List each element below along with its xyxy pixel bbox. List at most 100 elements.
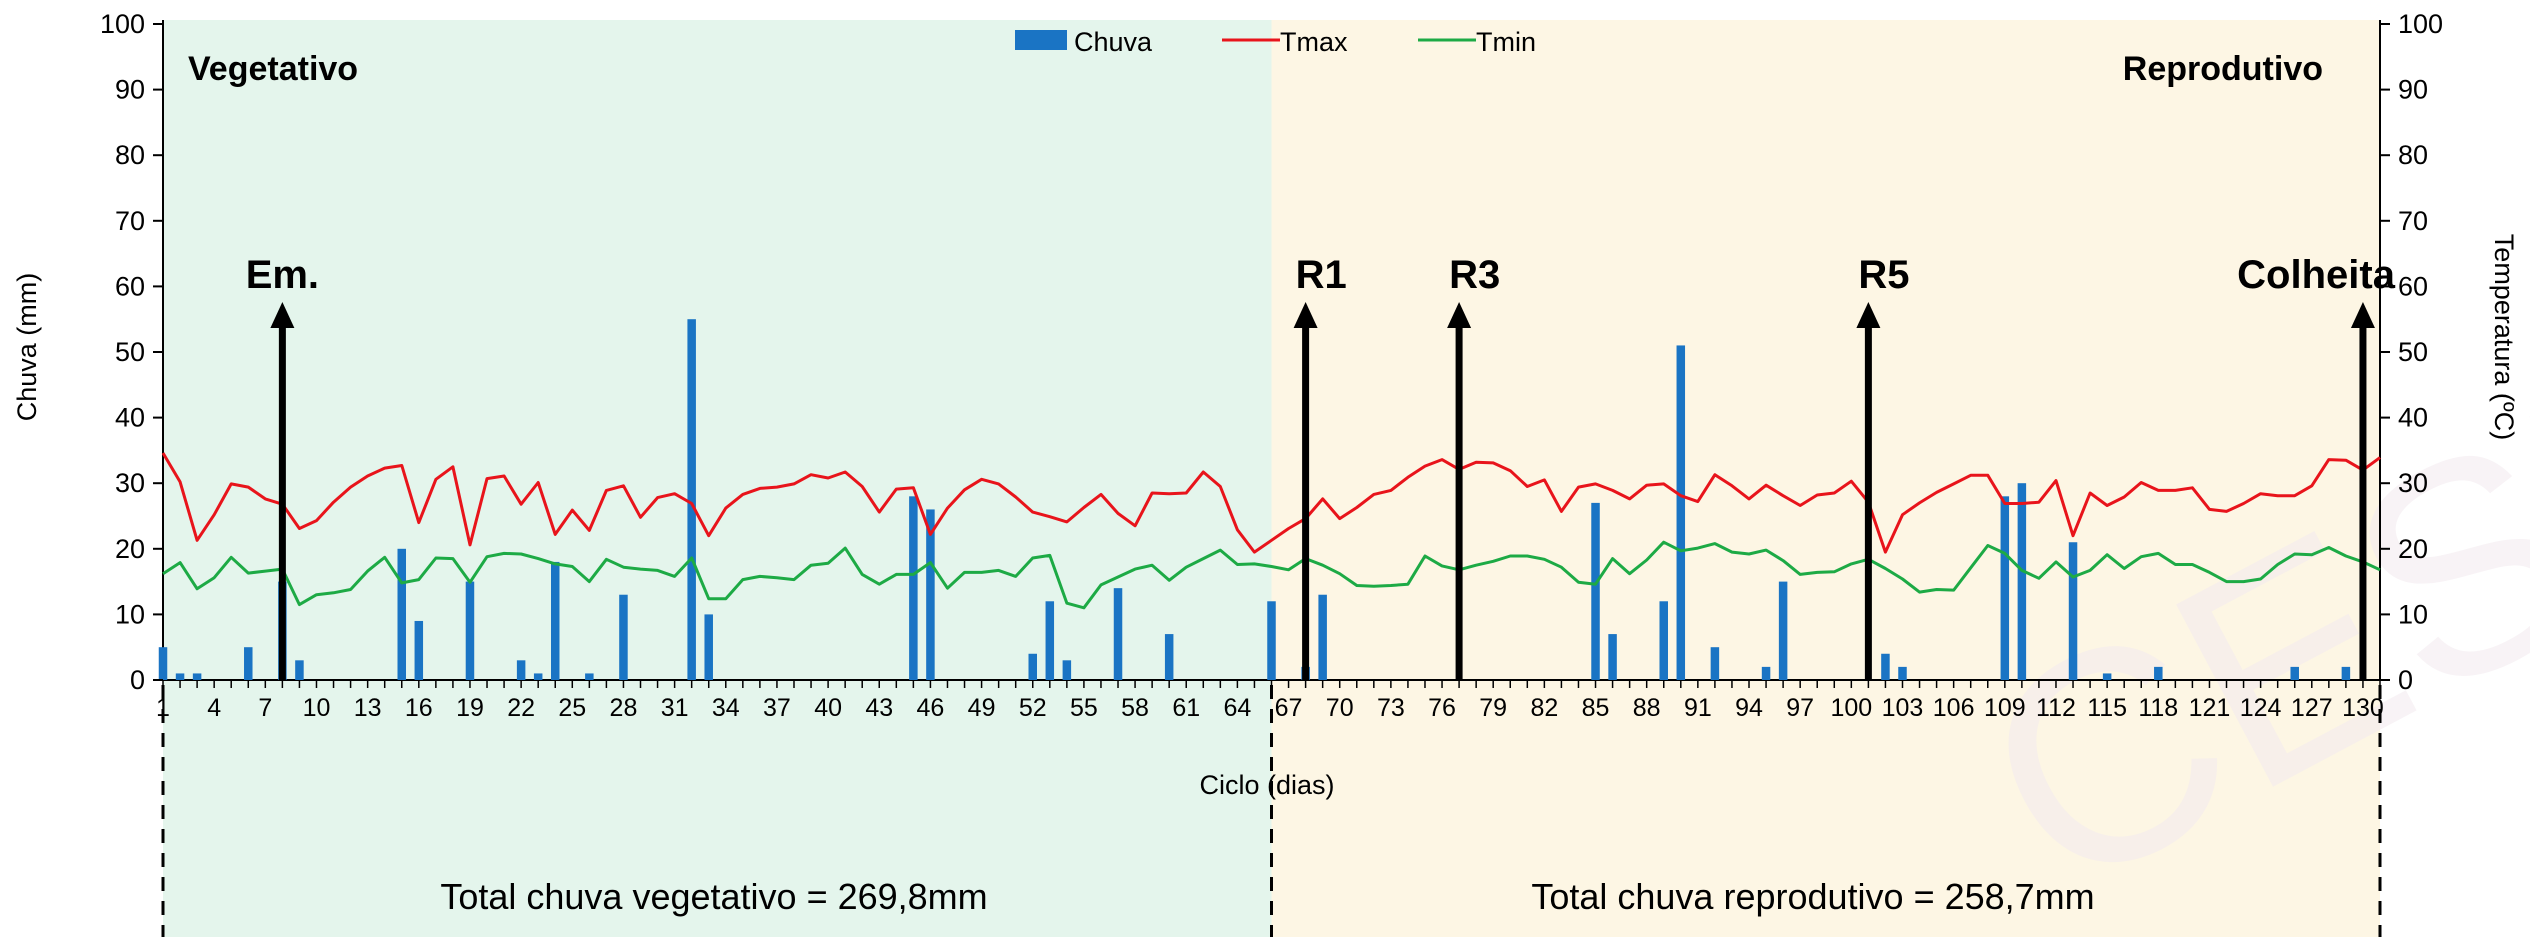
rain-bar bbox=[158, 647, 168, 680]
x-tick-label: 61 bbox=[1172, 694, 1200, 722]
rain-bar bbox=[2290, 666, 2299, 680]
legend-tmax-label: Tmax bbox=[1280, 27, 1348, 57]
x-tick-label: 31 bbox=[661, 694, 689, 722]
y-axis-title-left: Chuva (mm) bbox=[12, 273, 42, 422]
x-tick-label: 97 bbox=[1786, 694, 1814, 722]
rain-bar bbox=[1113, 588, 1123, 680]
rain-bar bbox=[2102, 673, 2112, 680]
rain-bar bbox=[926, 509, 935, 680]
y-tick-label-right: 70 bbox=[2398, 206, 2428, 236]
x-tick-label: 127 bbox=[2291, 694, 2333, 722]
x-tick-label: 40 bbox=[814, 694, 842, 722]
stage-arrowhead-em bbox=[270, 302, 295, 328]
y-tick-label-left: 10 bbox=[115, 599, 145, 629]
rain-bar bbox=[2154, 666, 2163, 680]
rain-bar bbox=[2068, 542, 2078, 680]
stage-label-r3: R3 bbox=[1449, 253, 1500, 297]
x-tick-label: 118 bbox=[2138, 694, 2178, 722]
y-tick-label-left: 70 bbox=[115, 206, 145, 236]
stage-arrowhead-colheita bbox=[2350, 302, 2375, 328]
axis-ticks-and-labels: 0 0 10 10 20 20 30 30 40 40 50 50 60 60 70 70 80 80 90 90 10… bbox=[100, 9, 2443, 722]
y-tick-label-right: 0 bbox=[2398, 665, 2413, 695]
rain-bar bbox=[1710, 647, 1720, 680]
x-axis-title: Ciclo (dias) bbox=[1199, 770, 1334, 800]
y-tick-label-right: 20 bbox=[2398, 534, 2428, 564]
rain-bar bbox=[1608, 634, 1617, 680]
y-tick-label-left: 0 bbox=[130, 665, 145, 695]
x-tick-label: 37 bbox=[763, 694, 791, 722]
y-tick-label-right: 60 bbox=[2398, 271, 2428, 301]
rain-bar bbox=[2017, 483, 2027, 680]
rain-bar bbox=[1267, 601, 1276, 680]
stage-label-r1: R1 bbox=[1296, 253, 1347, 297]
x-tick-label: 130 bbox=[2342, 694, 2384, 722]
stage-label-colheita: Colheita bbox=[2237, 253, 2396, 297]
rain-bar bbox=[1676, 345, 1686, 680]
rain-bar bbox=[1028, 653, 1037, 680]
rain-bar bbox=[397, 548, 407, 680]
x-tick-label: 124 bbox=[2240, 694, 2282, 722]
rain-bar bbox=[244, 647, 253, 680]
x-tick-label: 49 bbox=[968, 694, 996, 722]
y-axis-title-right: Temperatura (ºC) bbox=[2489, 234, 2519, 440]
rain-bar bbox=[2341, 666, 2351, 680]
legend-rain-swatch bbox=[1015, 30, 1067, 50]
x-tick-label: 22 bbox=[507, 694, 535, 722]
x-tick-label: 70 bbox=[1326, 694, 1354, 722]
total-rain-vegetative: Total chuva vegetativo = 269,8mm bbox=[440, 876, 987, 917]
rain-bar bbox=[1318, 594, 1327, 680]
y-tick-label-right: 10 bbox=[2398, 599, 2428, 629]
x-tick-label: 4 bbox=[207, 694, 221, 722]
x-tick-label: 85 bbox=[1582, 694, 1610, 722]
rain-bar bbox=[1881, 653, 1890, 680]
rain-bar bbox=[516, 660, 526, 680]
rain-bar bbox=[465, 581, 475, 680]
x-tick-label: 88 bbox=[1633, 694, 1661, 722]
legend: Chuva Tmax Tmin bbox=[1015, 27, 1536, 57]
y-tick-label-left: 60 bbox=[115, 271, 145, 301]
rain-bar bbox=[1164, 634, 1174, 680]
x-tick-label: 55 bbox=[1070, 694, 1098, 722]
rain-bars bbox=[158, 319, 2351, 680]
x-tick-label: 25 bbox=[558, 694, 586, 722]
stage-label-r5: R5 bbox=[1858, 253, 1909, 297]
x-tick-label: 82 bbox=[1530, 694, 1558, 722]
x-tick-label: 106 bbox=[1933, 694, 1975, 722]
y-tick-label-left: 100 bbox=[100, 9, 145, 39]
y-tick-label-right: 90 bbox=[2398, 75, 2428, 105]
y-tick-label-left: 40 bbox=[115, 403, 145, 433]
background-vegetative bbox=[163, 20, 1272, 937]
x-tick-label: 91 bbox=[1684, 694, 1712, 722]
stage-arrows: Em. R1 R3 R5 Colheita bbox=[246, 253, 2396, 680]
y-tick-label-left: 90 bbox=[115, 75, 145, 105]
rain-bar bbox=[585, 673, 594, 680]
rain-bar bbox=[909, 496, 918, 680]
x-tick-label: 46 bbox=[917, 694, 945, 722]
x-tick-label: 28 bbox=[610, 694, 638, 722]
rain-bar bbox=[1045, 601, 1055, 680]
rain-bar bbox=[687, 319, 696, 680]
y-tick-label-right: 40 bbox=[2398, 403, 2428, 433]
phase-backgrounds bbox=[163, 20, 2380, 937]
y-tick-label-left: 20 bbox=[115, 534, 145, 564]
x-tick-label: 19 bbox=[456, 694, 484, 722]
rain-bar bbox=[704, 614, 713, 680]
rain-bar bbox=[1898, 666, 1907, 680]
x-tick-label: 43 bbox=[865, 694, 893, 722]
rain-bar bbox=[1062, 660, 1072, 680]
x-tick-label: 7 bbox=[258, 694, 272, 722]
legend-rain-label: Chuva bbox=[1074, 27, 1153, 57]
phase-label-vegetative: Vegetativo bbox=[188, 50, 358, 88]
phase-label-reproductive: Reprodutivo bbox=[2123, 50, 2323, 88]
y-tick-label-right: 50 bbox=[2398, 337, 2428, 367]
x-tick-label: 73 bbox=[1377, 694, 1405, 722]
x-tick-label: 100 bbox=[1830, 694, 1872, 722]
x-tick-label: 1 bbox=[156, 694, 170, 722]
tmin-line bbox=[162, 540, 2381, 610]
x-tick-label: 112 bbox=[2036, 694, 2076, 722]
rain-bar bbox=[1591, 502, 1600, 680]
rain-bar bbox=[414, 620, 424, 680]
stage-label-em: Em. bbox=[246, 253, 319, 297]
